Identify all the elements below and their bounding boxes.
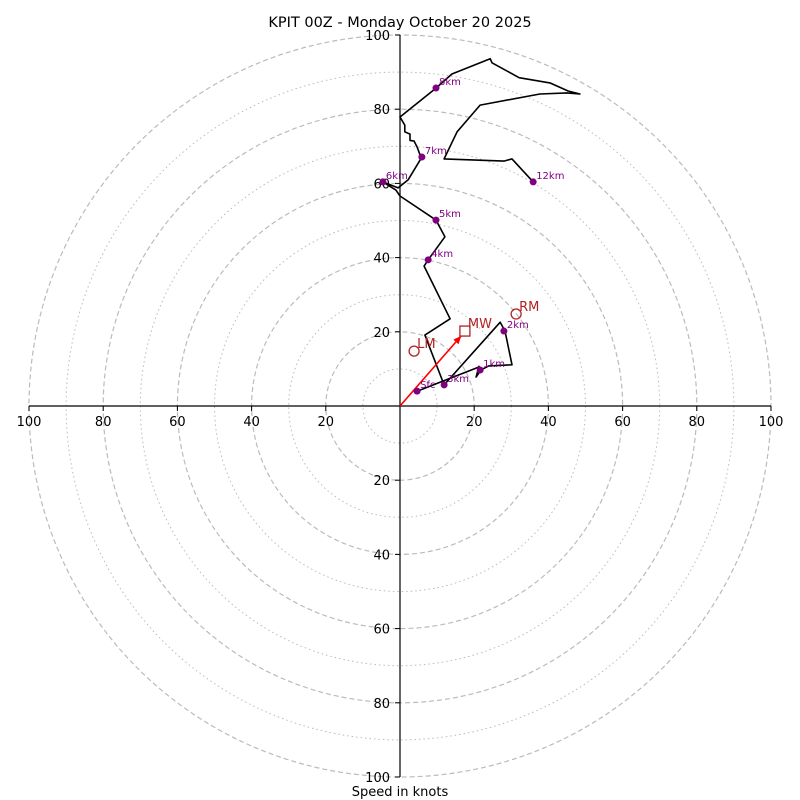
height-marker-1km	[476, 366, 484, 374]
height-marker-sfc	[413, 387, 421, 395]
x-tick-label: 80	[689, 415, 706, 430]
height-marker-7km	[418, 153, 426, 161]
height-label-5km: 5km	[439, 209, 461, 220]
x-tick-label: 40	[540, 415, 557, 430]
height-label-sfc: Sfc	[420, 380, 435, 391]
mean-wind-vector-arrowhead	[453, 335, 462, 345]
hodograph-trace	[382, 57, 581, 392]
storm-motion-label-mw: MW	[468, 317, 492, 332]
x-tick-label: 20	[466, 415, 483, 430]
y-tick-label: 40	[373, 252, 390, 267]
height-markers: Sfc 1km 2km 3km 4km 5km 6km 7km 8km 12km	[379, 77, 564, 395]
height-marker-12km	[529, 178, 537, 186]
height-marker-3km	[440, 381, 448, 389]
storm-motion-markers: RM LM MW	[408, 300, 539, 357]
y-tick-label: 60	[373, 623, 390, 638]
x-tick-label: 40	[243, 415, 260, 430]
storm-motion-marker-lm	[408, 345, 420, 357]
x-axis-label: Speed in knots	[352, 785, 449, 800]
height-label-12km: 12km	[536, 171, 564, 182]
x-tick-label: 100	[17, 415, 42, 430]
height-marker-8km	[432, 84, 440, 92]
y-tick-label: 100	[365, 771, 390, 786]
storm-motion-label-rm: RM	[519, 300, 539, 315]
height-marker-5km	[432, 216, 440, 224]
x-tick-label: 60	[614, 415, 631, 430]
height-label-2km: 2km	[507, 320, 529, 331]
height-marker-4km	[424, 256, 432, 264]
wind-trace-line	[382, 57, 581, 392]
y-tick-label: 80	[373, 103, 390, 118]
tick-labels: 1008060402020406080100100806040202040608…	[17, 29, 784, 786]
height-marker-2km	[500, 327, 508, 335]
height-label-4km: 4km	[431, 249, 453, 260]
y-tick-label: 100	[365, 29, 390, 44]
y-tick-label: 20	[373, 474, 390, 489]
height-label-6km: 6km	[386, 171, 408, 182]
x-tick-label: 60	[169, 415, 186, 430]
y-tick-label: 40	[373, 548, 390, 563]
y-tick-label: 20	[373, 326, 390, 341]
x-tick-label: 100	[759, 415, 784, 430]
height-marker-6km	[379, 178, 387, 186]
y-tick-label: 80	[373, 697, 390, 712]
height-label-1km: 1km	[483, 359, 505, 370]
storm-motion-label-lm: LM	[417, 337, 435, 352]
x-tick-label: 20	[318, 415, 335, 430]
height-label-8km: 8km	[439, 77, 461, 88]
height-label-3km: 3km	[447, 374, 469, 385]
storm-motion-marker-rm	[510, 308, 522, 320]
x-tick-label: 80	[95, 415, 112, 430]
chart-title: KPIT 00Z - Monday October 20 2025	[268, 15, 531, 31]
storm-motion-marker-mw	[459, 325, 471, 337]
mean-wind-vector-layer	[399, 335, 462, 407]
height-label-7km: 7km	[425, 146, 447, 157]
mean-wind-vector-shaft	[399, 335, 462, 407]
